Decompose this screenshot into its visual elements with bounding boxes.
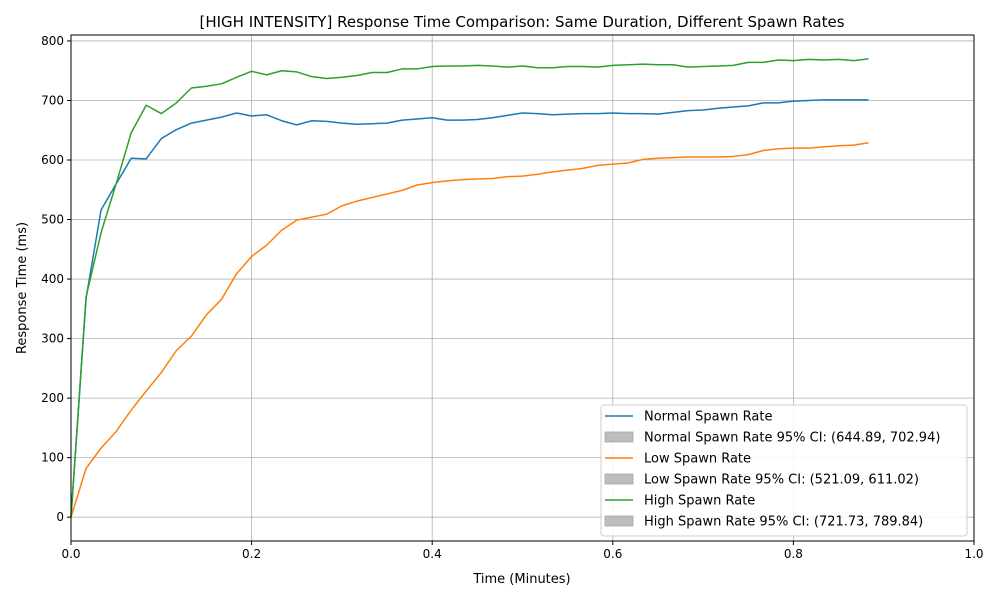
y-tick-label: 800: [41, 34, 64, 48]
y-tick-label: 0: [56, 510, 64, 524]
legend-label: Normal Spawn Rate 95% CI: (644.89, 702.9…: [644, 431, 940, 446]
plot-frame: [70, 34, 975, 542]
y-tick-label: 600: [41, 153, 64, 167]
legend-label: Low Spawn Rate: [644, 452, 751, 467]
y-tick-label: 300: [41, 332, 64, 346]
y-tick-label: 500: [41, 213, 64, 227]
legend-label: High Spawn Rate 95% CI: (721.73, 789.84): [644, 515, 923, 530]
legend-patch-swatch: [604, 473, 634, 485]
y-tick-label: 100: [41, 451, 64, 465]
x-axis-label: Time (Minutes): [472, 572, 570, 587]
x-tick-label: 0.8: [784, 547, 803, 561]
chart-title: [HIGH INTENSITY] Response Time Compariso…: [199, 13, 844, 31]
x-tick-label: 0.0: [61, 547, 80, 561]
legend-patch-swatch: [604, 431, 634, 443]
y-tick-label: 400: [41, 272, 64, 286]
legend-label: High Spawn Rate: [644, 494, 755, 509]
x-tick-label: 0.6: [603, 547, 622, 561]
axis-ticks: 0.0 0.2 0.4 0.6 0.8 1.0 0 100 200 300 400 500 600 700…: [41, 34, 983, 561]
y-tick-label: 200: [41, 391, 64, 405]
series-lines: [70, 58, 869, 518]
x-tick-label: 1.0: [964, 547, 983, 561]
x-tick-label: 0.4: [423, 547, 442, 561]
legend-label: Normal Spawn Rate: [644, 410, 772, 425]
series-line-low-spawn-rate: [70, 142, 869, 518]
legend-label: Low Spawn Rate 95% CI: (521.09, 611.02): [644, 473, 919, 488]
legend-patch-swatch: [604, 515, 634, 527]
x-tick-label: 0.2: [242, 547, 261, 561]
series-line-high-spawn-rate: [70, 58, 869, 518]
y-axis-label: Response Time (ms): [15, 222, 30, 354]
legend: Normal Spawn Rate Normal Spawn Rate 95% C…: [600, 404, 968, 537]
legend-box: [600, 404, 968, 537]
series-line-normal-spawn-rate: [70, 99, 869, 518]
y-tick-label: 700: [41, 93, 64, 107]
